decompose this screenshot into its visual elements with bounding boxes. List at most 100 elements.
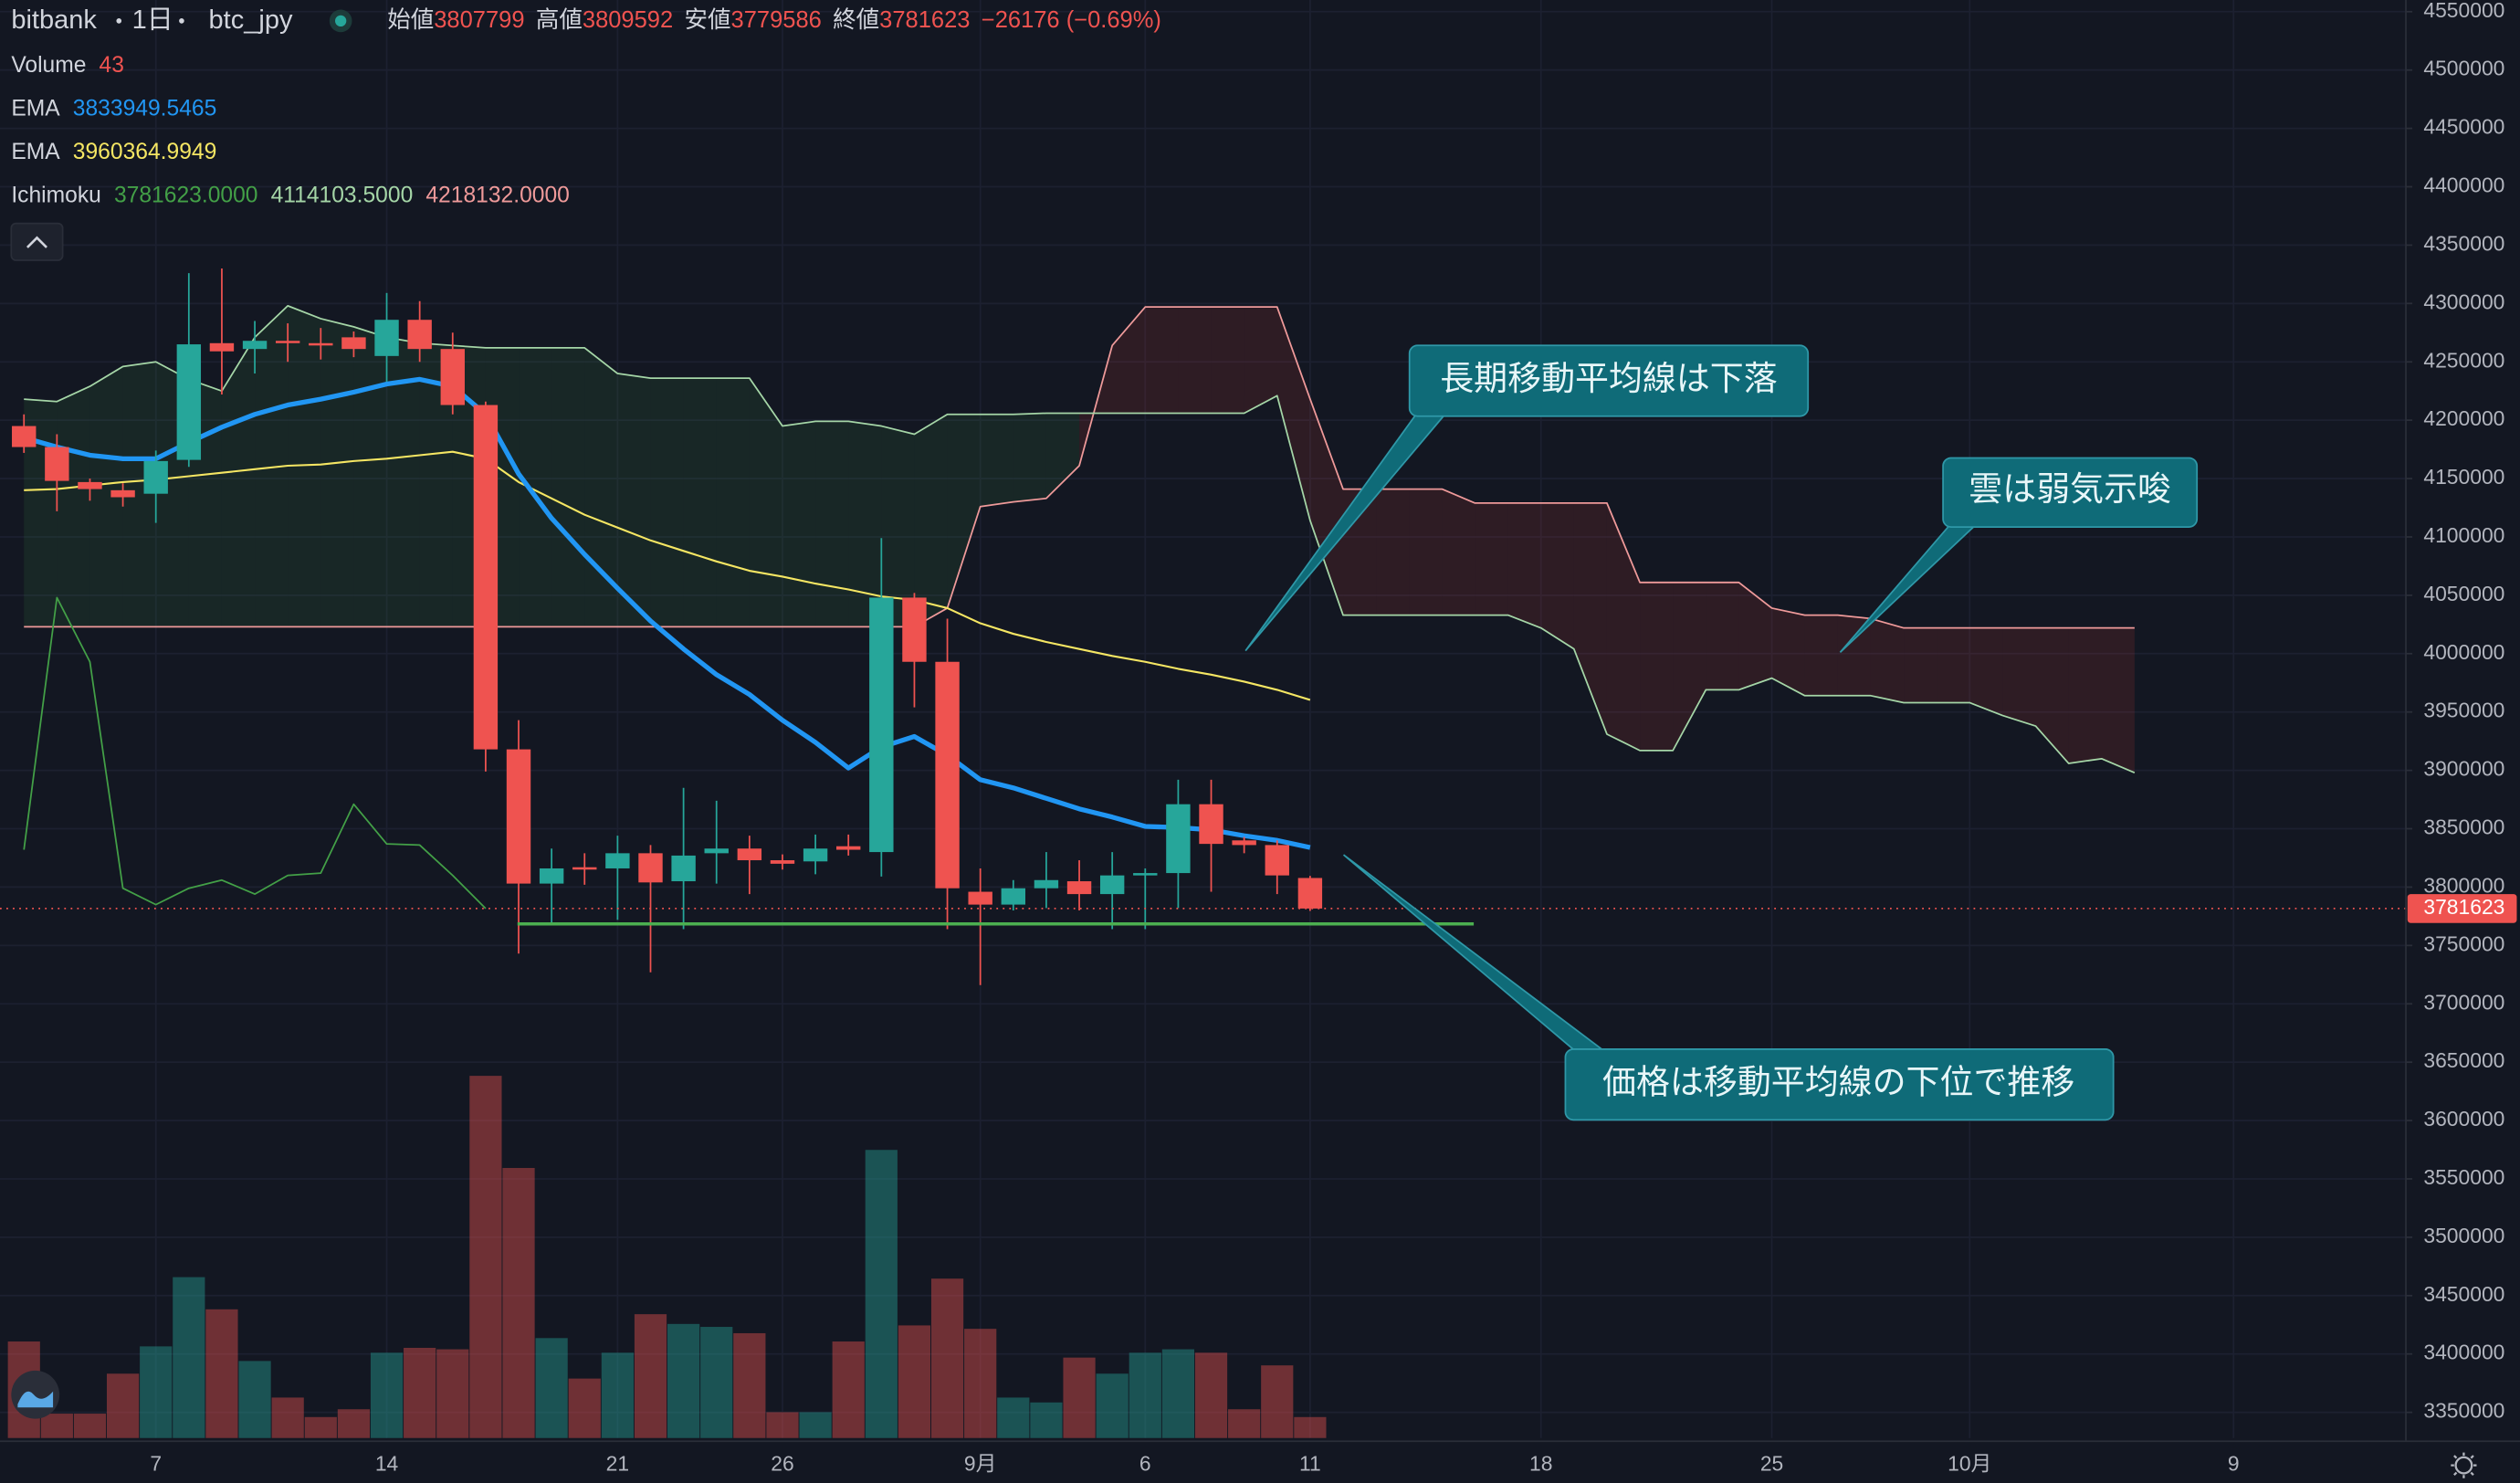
cloud-fill — [1837, 615, 1871, 696]
ohlc-value: 3809592 — [583, 7, 673, 33]
volume-bar — [997, 1397, 1030, 1438]
ohlc-label: 安値 — [685, 7, 731, 33]
legend-name: EMA — [11, 96, 60, 121]
indicator-line — [24, 450, 1311, 701]
cloud-fill — [683, 378, 717, 627]
annotation: 価格は移動平均線の下位で推移 — [1602, 1063, 2074, 1100]
cloud-fill — [551, 347, 585, 627]
cloud-fill — [386, 337, 420, 627]
y-tick-label: 3600000 — [2423, 1107, 2504, 1131]
volume-bar — [238, 1361, 271, 1438]
indicator-line — [23, 596, 487, 910]
cloud-fill — [1507, 502, 1541, 628]
volume-bar — [1030, 1402, 1063, 1438]
cloud-fill — [1475, 502, 1508, 615]
x-tick-label: 21 — [606, 1452, 629, 1476]
candle-body — [374, 320, 399, 356]
y-tick-label: 3550000 — [2423, 1165, 2504, 1189]
cloud-fill — [255, 305, 289, 627]
cloud-fill — [122, 362, 156, 627]
volume-bar — [1129, 1352, 1161, 1438]
time-axis — [0, 1441, 2520, 1483]
candle-body — [836, 846, 861, 850]
candle-body — [309, 342, 333, 346]
y-tick-label: 4450000 — [2423, 115, 2504, 139]
volume-bar — [1096, 1373, 1129, 1438]
volume-bar — [1161, 1349, 1195, 1438]
cloud-fill — [57, 386, 90, 627]
cloud-fill — [1937, 627, 1970, 703]
pair: btc_jpy — [209, 5, 293, 35]
gear-icon[interactable] — [2454, 1456, 2473, 1475]
callout-box — [1942, 457, 2199, 528]
candle-body — [1066, 881, 1092, 895]
x-tick-label: 11 — [1299, 1452, 1321, 1476]
volume-bar — [404, 1347, 436, 1438]
candle-body — [209, 342, 235, 352]
cloud-fill — [716, 378, 750, 627]
volume-bar — [700, 1327, 733, 1438]
logo-icon — [17, 1391, 54, 1408]
ema-legend: EMA 3960364.9949 — [11, 140, 216, 164]
callout-box — [1564, 1048, 2115, 1121]
volume-bar — [930, 1278, 964, 1438]
volume-bar — [469, 1076, 502, 1438]
candle-body — [275, 341, 300, 343]
ohlc-label: 終値 — [833, 7, 879, 33]
ohlc-label: 高値 — [536, 7, 583, 33]
status-dot — [335, 15, 347, 27]
annotation: 長期移動平均線は下落 — [1440, 360, 1777, 397]
button-box[interactable] — [10, 222, 64, 261]
collapse-button[interactable] — [10, 222, 64, 261]
separator-dot — [179, 18, 184, 24]
last-price-tag — [2407, 894, 2517, 923]
volume-bar — [271, 1397, 304, 1438]
y-tick-label: 4150000 — [2423, 465, 2504, 489]
ema-legend: EMA 3833949.5465 — [11, 96, 216, 121]
cloud-fill — [1045, 413, 1080, 499]
cloud-fill — [1211, 307, 1244, 414]
candle-body — [506, 749, 531, 884]
volume-bar — [304, 1416, 337, 1438]
symbol-title: bitbank 1日 btc_jpy — [11, 5, 293, 35]
cloud-fill — [782, 421, 816, 627]
candle-body — [78, 481, 102, 489]
y-tick-label: 4000000 — [2423, 640, 2504, 664]
volume-bar — [766, 1412, 799, 1438]
cloud-fill — [848, 421, 882, 627]
legend-value: 3833949.5465 — [73, 96, 217, 121]
volume-bar — [73, 1414, 107, 1438]
candle-body — [935, 661, 960, 889]
volume-bar — [568, 1378, 601, 1438]
cloud-fill — [89, 366, 123, 627]
x-tick-label: 9月 — [964, 1452, 997, 1476]
y-tick-label: 3400000 — [2423, 1341, 2504, 1364]
x-tick-label: 14 — [375, 1452, 399, 1476]
volume-bar — [733, 1332, 766, 1438]
cloud-fill — [1771, 607, 1805, 696]
settings-button[interactable] — [2451, 1452, 2477, 1478]
volume-bar — [40, 1414, 73, 1438]
x-tick-label: 10月 — [1948, 1452, 1991, 1476]
volume-bar — [370, 1352, 404, 1438]
volume-bar — [964, 1329, 997, 1438]
candle-body — [1099, 875, 1125, 895]
cloud-fill — [1376, 489, 1410, 615]
logo[interactable] — [11, 1370, 60, 1419]
axis-labels: 3350000 3400000 3450000 3500000 3550000 36000… — [150, 0, 2517, 1476]
candle-body — [143, 460, 168, 494]
candle-body — [572, 867, 597, 870]
cloud-fill — [1442, 489, 1475, 615]
y-tick-label: 3850000 — [2423, 815, 2504, 839]
cloud-fill — [1804, 615, 1838, 696]
ohlc-label: 始値 — [387, 7, 434, 33]
volume-bar — [1194, 1352, 1228, 1438]
cloud-fill — [1013, 413, 1046, 502]
interval: 1日 — [132, 5, 173, 35]
price-axis — [2406, 0, 2520, 1483]
cloud-fill — [1870, 618, 1905, 703]
cloud-fill — [2101, 627, 2135, 773]
cloud-fill — [1409, 489, 1443, 615]
